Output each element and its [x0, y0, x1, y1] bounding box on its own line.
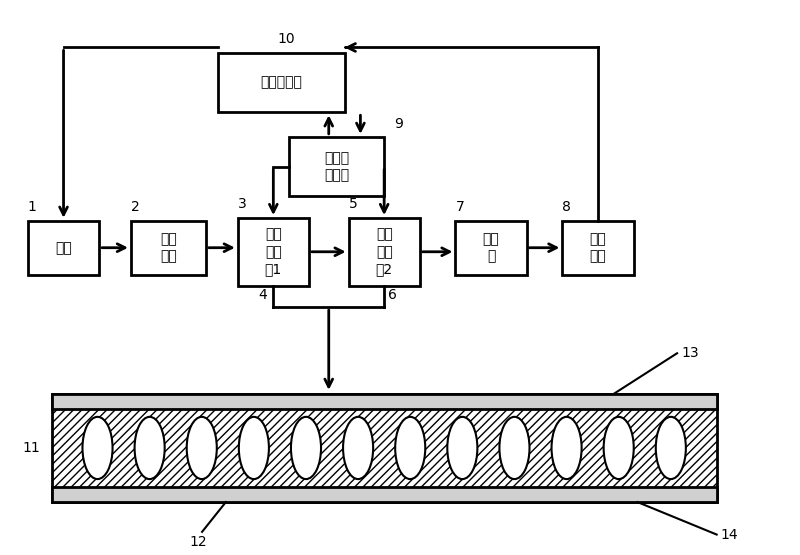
Bar — [562, 221, 634, 275]
Bar — [455, 221, 526, 275]
Text: 9: 9 — [394, 117, 402, 131]
Ellipse shape — [134, 417, 165, 479]
Text: 2: 2 — [131, 200, 139, 214]
Text: 光电
转换: 光电 转换 — [590, 232, 606, 264]
Text: 8: 8 — [562, 200, 571, 214]
Text: 检测
器: 检测 器 — [482, 232, 499, 264]
Text: 5: 5 — [349, 197, 358, 211]
Bar — [52, 394, 717, 502]
Text: 光源: 光源 — [55, 241, 72, 255]
Bar — [289, 137, 384, 196]
Text: 可调
滤光
片1: 可调 滤光 片1 — [265, 228, 282, 276]
Bar — [349, 218, 420, 286]
Text: 13: 13 — [681, 346, 698, 360]
Text: 12: 12 — [190, 534, 207, 548]
Bar — [52, 487, 717, 502]
Bar — [131, 221, 206, 275]
Ellipse shape — [656, 417, 686, 479]
Bar — [238, 218, 309, 286]
Ellipse shape — [604, 417, 634, 479]
Ellipse shape — [291, 417, 321, 479]
Text: 14: 14 — [721, 528, 738, 542]
Text: 4: 4 — [258, 287, 267, 302]
Ellipse shape — [186, 417, 217, 479]
Ellipse shape — [551, 417, 582, 479]
Ellipse shape — [447, 417, 478, 479]
Text: 可调
滤光
片2: 可调 滤光 片2 — [376, 228, 393, 276]
Bar — [52, 394, 717, 502]
Ellipse shape — [343, 417, 373, 479]
Text: 波长调
谐设备: 波长调 谐设备 — [324, 151, 350, 182]
Ellipse shape — [239, 417, 269, 479]
Bar — [28, 221, 99, 275]
Ellipse shape — [499, 417, 530, 479]
Bar — [218, 53, 345, 113]
Text: 7: 7 — [455, 200, 464, 214]
Text: 1: 1 — [28, 200, 37, 214]
Text: 聚光
装置: 聚光 装置 — [160, 232, 177, 264]
Bar — [52, 394, 717, 409]
Text: 10: 10 — [278, 32, 295, 47]
Text: 11: 11 — [22, 441, 40, 455]
Text: 3: 3 — [238, 197, 246, 211]
Ellipse shape — [82, 417, 113, 479]
Text: 主控计算机: 主控计算机 — [260, 75, 302, 90]
Text: 6: 6 — [388, 287, 397, 302]
Ellipse shape — [395, 417, 426, 479]
